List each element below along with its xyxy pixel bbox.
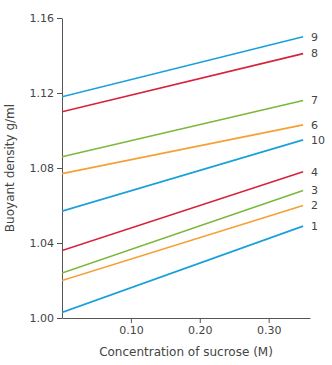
x-tick: 0.30: [257, 318, 282, 337]
series-line: [62, 125, 303, 174]
y-tick: 1.08: [30, 162, 63, 175]
y-tick-mark: [57, 168, 62, 169]
y-tick-label: 1.04: [30, 237, 55, 250]
series-label: 6: [311, 119, 318, 132]
y-tick-label: 1.16: [30, 12, 55, 25]
x-axis-line: [63, 318, 311, 319]
y-tick-mark: [57, 318, 62, 319]
y-tick-mark: [57, 243, 62, 244]
y-tick-label: 1.08: [30, 162, 55, 175]
x-tick-mark: [131, 318, 132, 323]
series-label: 3: [311, 184, 318, 197]
series-label: 2: [311, 199, 318, 212]
series-line: [62, 172, 303, 251]
y-tick-mark: [57, 93, 62, 94]
series-label: 9: [311, 31, 318, 44]
series-line: [62, 54, 303, 112]
series-label: 7: [311, 94, 318, 107]
y-tick-label: 1.12: [30, 87, 55, 100]
x-tick: 0.10: [119, 318, 144, 337]
y-tick: 1.04: [30, 237, 63, 250]
series-line: [62, 101, 303, 157]
y-tick: 1.12: [30, 87, 63, 100]
series-line: [62, 140, 303, 211]
series-label: 8: [311, 47, 318, 60]
y-axis: 1.00 1.04 1.08 1.12 1.16: [30, 12, 63, 325]
y-tick: 1.00: [30, 312, 63, 325]
y-axis-title: Buoyant density g/ml: [3, 104, 17, 232]
x-tick: 0.20: [188, 318, 213, 337]
x-axis-title: Concentration of sucrose (M): [99, 345, 273, 359]
y-tick-label: 1.00: [30, 312, 55, 325]
lines: [62, 37, 303, 313]
series-labels: 1 2 3 4 10 6 7 8 9: [311, 31, 325, 233]
series-label: 10: [311, 134, 325, 147]
x-tick-mark: [269, 318, 270, 323]
x-tick-label: 0.10: [119, 324, 144, 337]
x-axis: 0.10 0.20 0.30: [63, 318, 311, 337]
x-tick-mark: [200, 318, 201, 323]
series-line: [62, 191, 303, 274]
x-tick-label: 0.30: [257, 324, 282, 337]
series-label: 4: [311, 166, 318, 179]
series-line: [62, 206, 303, 281]
x-tick-label: 0.20: [188, 324, 213, 337]
chart: 0.10 0.20 0.30 1.00 1.04 1.08 1.12 1.16 1 2 3 4 10 6 7…: [0, 0, 332, 365]
series-label: 1: [311, 220, 318, 233]
y-tick: 1.16: [30, 12, 63, 25]
y-tick-mark: [57, 18, 62, 19]
series-line: [62, 37, 303, 97]
plot: 0.10 0.20 0.30 1.00 1.04 1.08 1.12 1.16 1 2 3 4 10 6 7…: [30, 12, 326, 337]
